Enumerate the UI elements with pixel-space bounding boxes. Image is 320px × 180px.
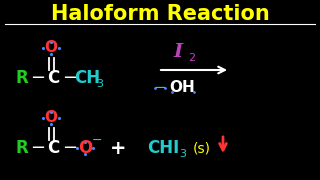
Text: −: − [30,69,45,87]
Text: C: C [47,139,59,157]
Text: (s): (s) [193,141,211,155]
Text: I: I [173,43,183,61]
Text: −: − [30,139,45,157]
Text: −: − [154,80,166,96]
Text: Haloform Reaction: Haloform Reaction [51,4,269,24]
Text: 2: 2 [188,53,196,63]
Text: O: O [78,139,92,157]
Text: −: − [62,139,77,157]
Text: 3: 3 [180,149,187,159]
Text: R: R [16,139,28,157]
Text: OH: OH [169,80,195,96]
Text: −: − [62,69,77,87]
Text: CHI: CHI [147,139,179,157]
Text: 3: 3 [97,79,103,89]
Text: C: C [47,69,59,87]
Text: CH: CH [74,69,100,87]
Text: −: − [92,134,102,147]
Text: +: + [110,138,126,158]
Text: R: R [16,69,28,87]
Text: O: O [44,111,58,125]
Text: O: O [44,40,58,55]
